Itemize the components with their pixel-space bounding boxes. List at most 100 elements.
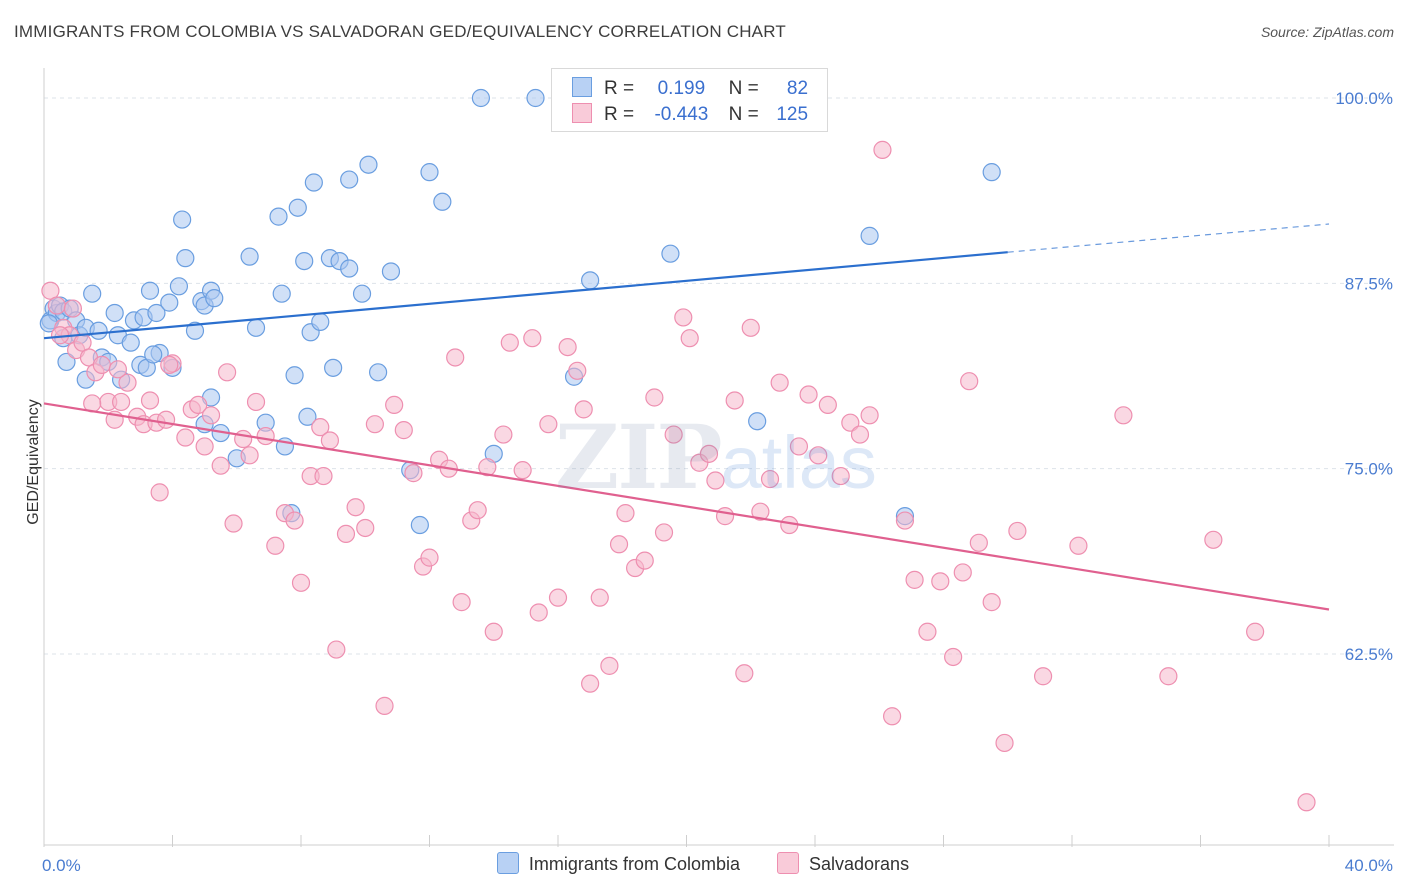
salvadoran-point: [751, 502, 770, 521]
watermark-atlas: atlas: [720, 421, 877, 504]
salvadoran-point: [394, 421, 413, 440]
colombia-point: [433, 192, 452, 211]
salvadoran-point: [654, 523, 674, 542]
salvadoran-point: [529, 603, 548, 622]
salvadoran-point: [699, 444, 719, 463]
salvadoran-point: [452, 593, 471, 612]
salvadoran-point: [140, 391, 160, 410]
salvadoran-point: [266, 536, 285, 555]
salvadoran-point: [320, 431, 340, 450]
grid-lines: [44, 97, 1394, 655]
salvadoran-point: [291, 573, 311, 592]
salvadoran-point: [568, 361, 587, 380]
salvadoran-point: [960, 372, 979, 391]
colombia-point: [471, 88, 490, 108]
legend-r-value: 0.199: [657, 78, 706, 99]
colombia-point: [369, 363, 388, 382]
salvadoran-point: [735, 664, 754, 683]
salvadoran-point: [715, 507, 735, 526]
colombia-point: [121, 333, 140, 352]
salvadoran-point: [760, 469, 780, 489]
colombia-point: [205, 289, 224, 308]
salvadoran-point: [995, 733, 1014, 753]
salvadoran-point: [1297, 793, 1316, 812]
salvadoran-point: [770, 373, 789, 392]
salvadoran-point: [176, 428, 195, 447]
salvadoran-point: [336, 524, 356, 544]
correlation-legend: R = 0.199 N = 82 R = -0.443 N = 125: [551, 68, 828, 132]
colombia-point: [748, 412, 767, 431]
y-tick-label: 75.0%: [1345, 460, 1393, 479]
colombia-point: [272, 284, 291, 303]
salvadoran-point: [789, 437, 809, 456]
colombia-point: [169, 277, 189, 296]
colombia-point: [860, 226, 879, 245]
salvadoran-point: [256, 426, 275, 446]
colombia-point: [982, 163, 1001, 182]
salvadoran-point: [314, 466, 333, 486]
salvadoran-point: [118, 373, 137, 392]
salvadoran-point: [1033, 667, 1053, 686]
salvadoran-point: [63, 299, 83, 318]
salvadoran-point: [1246, 622, 1265, 641]
salvadoran-point: [664, 425, 683, 444]
legend-n-value: 125: [776, 104, 809, 125]
salvadoran-trend-line: [43, 402, 1330, 611]
salvadoran-point: [600, 656, 619, 675]
colombia-point: [298, 407, 317, 426]
colombia-point: [288, 198, 307, 217]
legend-swatch-pink: [777, 852, 799, 874]
salvadoran-point: [953, 563, 972, 582]
colombia-point: [285, 366, 304, 385]
salvadoran-point: [850, 425, 870, 444]
salvadoran-point: [523, 329, 542, 348]
salvadoran-point: [189, 395, 208, 415]
salvadoran-point: [365, 415, 384, 434]
salvadoran-point: [224, 514, 243, 533]
tick-labels: 62.5% 75.0% 87.5% 100.0% 0.0% 40.0%: [42, 89, 1393, 875]
colombia-point: [526, 88, 545, 108]
colombia-point: [246, 318, 266, 337]
salvadoran-point: [841, 413, 860, 432]
salvadoran-point: [918, 622, 937, 641]
x-tick-label: 0.0%: [42, 856, 81, 875]
colombia-trend-extension: [1007, 223, 1330, 253]
colombia-point: [57, 352, 76, 372]
salvadoran-point: [446, 348, 465, 367]
colombia-trend-line: [43, 251, 1008, 340]
colombia-point: [105, 303, 124, 323]
salvadoran-point: [111, 392, 131, 412]
salvadoran-point: [218, 363, 237, 382]
colombia-point: [269, 207, 288, 226]
salvadoran-point: [484, 622, 503, 641]
salvadoran-point: [234, 429, 253, 449]
salvadoran-point: [356, 518, 375, 538]
salvadoran-point: [160, 355, 179, 374]
legend-label-colombia: Immigrants from Colombia: [528, 854, 740, 874]
salvadoran-point: [327, 640, 346, 659]
colombia-point: [304, 173, 323, 192]
salvadoran-point: [201, 406, 221, 425]
watermark-zip: ZIP: [555, 405, 723, 509]
salvadoran-point: [404, 464, 423, 483]
colombia-point: [147, 303, 166, 323]
salvadoran-point: [1114, 406, 1133, 425]
salvadoran-point: [581, 674, 600, 693]
salvadoran-point: [240, 446, 259, 465]
salvadoran-point: [706, 471, 725, 490]
salvadoran-point: [1008, 521, 1027, 541]
x-tick-label: 40.0%: [1345, 856, 1393, 875]
salvadoran-point: [311, 418, 330, 437]
legend-item-salvadoran: Salvadorans: [777, 852, 909, 875]
salvadoran-point: [548, 588, 568, 607]
watermark: ZIPatlas: [555, 405, 877, 509]
salvadoran-point: [860, 406, 879, 425]
colombia-point: [185, 321, 205, 340]
legend-r-label: R =: [604, 78, 635, 99]
colombia-point: [340, 170, 359, 189]
y-tick-label: 87.5%: [1345, 274, 1393, 293]
chart-title: IMMIGRANTS FROM COLOMBIA VS SALVADORAN G…: [14, 22, 786, 41]
salvadoran-point: [246, 392, 266, 412]
legend-item-colombia: Immigrants from Colombia: [496, 852, 740, 875]
salvadoran-point: [645, 388, 664, 407]
